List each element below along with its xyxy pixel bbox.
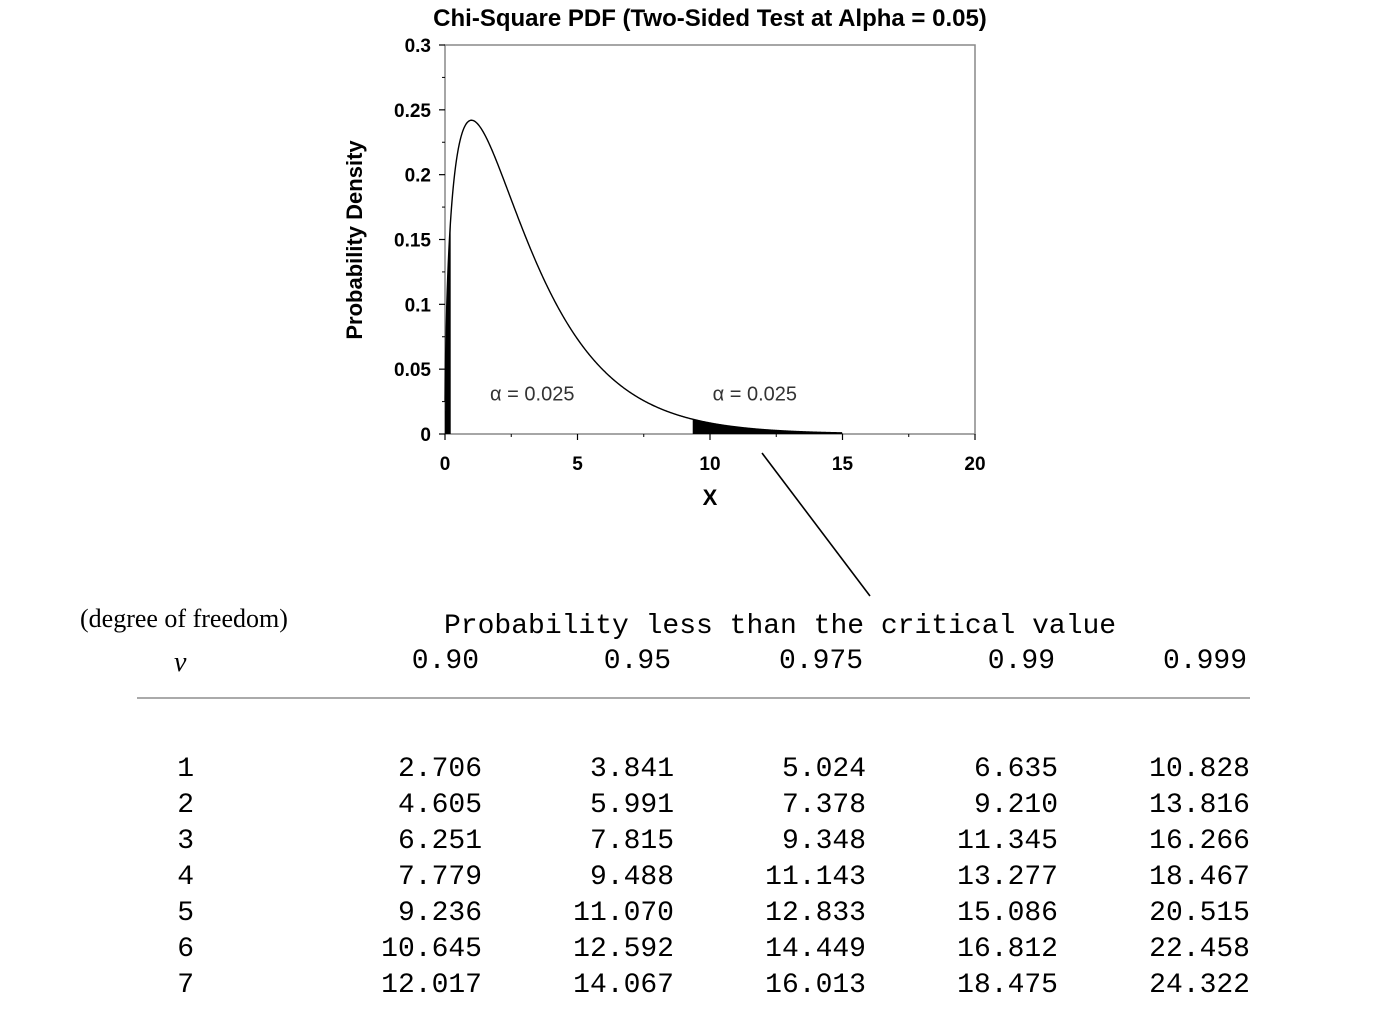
callout-line: [761, 452, 871, 597]
df-cell: 7: [177, 970, 194, 1001]
critical-value-cell: 6.251: [397, 826, 482, 857]
table-caption: Probability less than the critical value: [444, 611, 1117, 642]
plot-frame: [444, 44, 976, 435]
y-tick-label: 0.2: [405, 166, 431, 187]
alpha-annotation: α = 0.025: [713, 383, 797, 405]
x-tick-label: 10: [699, 454, 720, 475]
chi-square-pdf-chart: Chi-Square PDF (Two-Sided Test at Alpha …: [342, 5, 987, 597]
x-tick-label: 15: [832, 454, 854, 475]
critical-value-cell: 2.706: [397, 754, 482, 785]
critical-value-cell: 7.815: [589, 826, 674, 857]
column-header: 0.99: [987, 646, 1055, 677]
y-tick-label: 0.1: [405, 295, 432, 316]
critical-value-cell: 16.266: [1149, 826, 1250, 857]
critical-value-cell: 4.605: [397, 790, 482, 821]
table-row: 1 2.706 3.841 5.024 6.635 10.828: [0, 754, 1400, 790]
table-row: 3 6.251 7.815 9.348 11.345 16.266: [0, 826, 1400, 862]
x-axis-title: X: [703, 485, 718, 510]
degree-of-freedom-label: (degree of freedom): [80, 604, 288, 633]
critical-value-cell: 12.833: [765, 898, 866, 929]
critical-value-cell: 16.812: [957, 934, 1058, 965]
critical-value-cell: 22.458: [1149, 934, 1250, 965]
critical-value-cell: 9.488: [589, 862, 674, 893]
critical-value-cell: 15.086: [957, 898, 1058, 929]
table-row: 2 4.605 5.991 7.378 9.210 13.816: [0, 790, 1400, 826]
table-row: 5 9.236 11.070 12.833 15.086 20.515: [0, 898, 1400, 934]
df-cell: 1: [177, 754, 194, 785]
df-cell: 5: [177, 898, 194, 929]
critical-value-cell: 12.017: [381, 970, 482, 1001]
column-header: 0.975: [778, 646, 863, 677]
df-cell: 4: [177, 862, 194, 893]
column-header: 0.95: [603, 646, 671, 677]
critical-value-cell: 14.449: [765, 934, 866, 965]
df-cell: 2: [177, 790, 194, 821]
table-row: 6 10.645 12.592 14.449 16.812 22.458: [0, 934, 1400, 970]
left-tail-area: [445, 218, 451, 434]
critical-value-cell: 13.277: [957, 862, 1058, 893]
critical-value-cell: 16.013: [765, 970, 866, 1001]
y-tick-label: 0.15: [394, 231, 431, 252]
critical-value-cell: 20.515: [1149, 898, 1250, 929]
right-tail-area: [692, 419, 843, 434]
critical-value-cell: 18.475: [957, 970, 1058, 1001]
critical-value-cell: 11.345: [957, 826, 1058, 857]
critical-value-cell: 7.779: [397, 862, 482, 893]
critical-value-cell: 12.592: [573, 934, 674, 965]
y-tick-label: 0: [420, 425, 431, 446]
column-header: 0.90: [411, 646, 479, 677]
nu-symbol: ν: [174, 647, 187, 678]
critical-value-cell: 5.024: [781, 754, 866, 785]
critical-value-cell: 9.210: [973, 790, 1058, 821]
pdf-curve: [444, 119, 843, 434]
alpha-annotation: α = 0.025: [490, 383, 574, 405]
critical-value-cell: 24.322: [1149, 970, 1250, 1001]
critical-value-cell: 10.828: [1149, 754, 1250, 785]
x-tick-label: 0: [440, 454, 451, 475]
critical-value-cell: 5.991: [589, 790, 674, 821]
chart-title: Chi-Square PDF (Two-Sided Test at Alpha …: [433, 5, 987, 32]
x-tick-label: 5: [572, 454, 583, 475]
critical-value-cell: 9.236: [397, 898, 482, 929]
table-divider: [137, 697, 1250, 699]
table-row: 7 12.017 14.067 16.013 18.475 24.322: [0, 970, 1400, 1006]
critical-value-cell: 18.467: [1149, 862, 1250, 893]
plot-area: 0 0.05 0.1 0.15 0.2 0.25 0.3 0 5 10 15 20 α = 0.025 α…: [394, 36, 986, 475]
critical-value-cell: 14.067: [573, 970, 674, 1001]
critical-value-cell: 10.645: [381, 934, 482, 965]
df-cell: 6: [177, 934, 194, 965]
df-cell: 3: [177, 826, 194, 857]
y-tick-label: 0.25: [394, 101, 431, 122]
critical-value-cell: 6.635: [973, 754, 1058, 785]
y-tick-label: 0.3: [405, 36, 431, 57]
y-axis-title: Probability Density: [342, 140, 367, 340]
table-row: 4 7.779 9.488 11.143 13.277 18.467: [0, 862, 1400, 898]
critical-value-cell: 7.378: [781, 790, 866, 821]
critical-value-cell: 3.841: [589, 754, 674, 785]
x-tick-label: 20: [964, 454, 985, 475]
critical-value-cell: 11.143: [765, 862, 866, 893]
critical-value-cell: 9.348: [781, 826, 866, 857]
critical-value-cell: 13.816: [1149, 790, 1250, 821]
column-header: 0.999: [1162, 646, 1247, 677]
critical-value-cell: 11.070: [573, 898, 674, 929]
y-tick-label: 0.05: [394, 360, 431, 381]
